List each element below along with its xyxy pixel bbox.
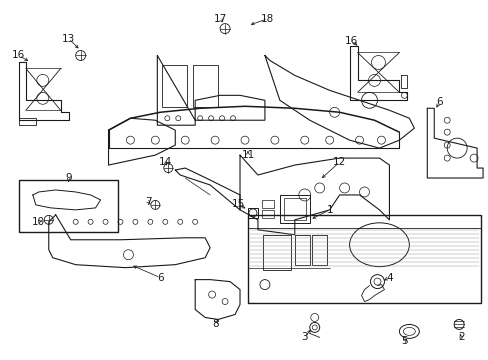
Text: 16: 16 [12, 50, 25, 60]
Text: 6: 6 [435, 97, 442, 107]
Text: 8: 8 [211, 319, 218, 329]
Bar [162, 66, 187, 107]
Bar [283, 198, 305, 220]
Text: 2: 2 [457, 332, 464, 342]
Text: 14: 14 [159, 157, 172, 167]
Bar [19, 180, 118, 232]
Bar [193, 66, 218, 107]
Text: 16: 16 [344, 36, 358, 46]
Bar [247, 215, 480, 302]
Bar [247, 208, 258, 218]
Text: 11: 11 [241, 150, 254, 160]
Text: 5: 5 [400, 336, 407, 346]
Bar [262, 210, 273, 218]
Text: 9: 9 [65, 173, 72, 183]
Text: 10: 10 [32, 217, 45, 227]
Text: 13: 13 [62, 33, 75, 44]
Text: 4: 4 [386, 273, 392, 283]
Text: 1: 1 [325, 205, 332, 215]
Text: 17: 17 [213, 14, 226, 24]
Bar [294, 235, 309, 265]
Text: 3: 3 [301, 332, 307, 342]
Bar [262, 200, 273, 208]
Text: 18: 18 [261, 14, 274, 24]
Bar [279, 195, 309, 223]
Text: 12: 12 [332, 157, 346, 167]
Text: 7: 7 [145, 197, 151, 207]
Bar [311, 235, 326, 265]
Text: 15: 15 [231, 199, 244, 209]
Text: 6: 6 [157, 273, 163, 283]
Bar [263, 235, 290, 270]
